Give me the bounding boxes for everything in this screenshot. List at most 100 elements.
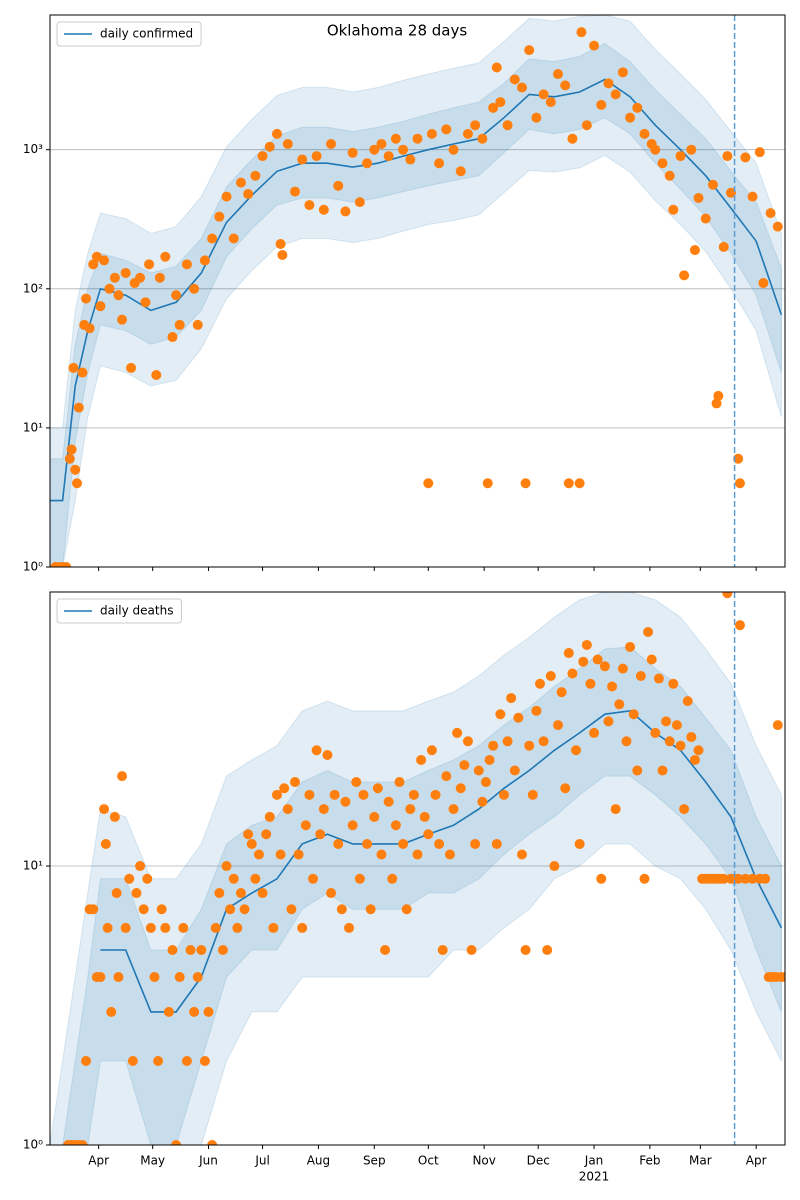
data-point [189,283,200,294]
data-point [535,678,545,689]
data-point [495,709,506,720]
data-point [290,186,300,197]
data-point [661,716,672,727]
data-point [693,745,704,756]
data-point [171,290,182,301]
data-point [603,716,614,727]
data-point [430,789,441,800]
data-point [151,370,162,381]
data-point [318,204,329,215]
data-point [111,888,122,899]
data-point [257,888,268,899]
data-point [232,922,243,933]
data-point [477,133,488,144]
data-point [459,760,470,771]
data-point [495,97,506,108]
data-point [571,745,582,756]
data-point [686,732,697,743]
data-point [333,838,344,849]
data-point [261,829,272,840]
data-point [689,754,700,765]
data-point [117,771,128,782]
data-point [498,789,509,800]
data-point [189,1006,200,1017]
data-point [567,668,578,679]
data-point [765,208,776,219]
data-point [401,904,412,915]
data-point [167,332,178,343]
data-point [64,453,75,464]
data-point [144,259,155,270]
data-point [120,922,131,933]
data-point [347,147,358,158]
data-point [221,861,232,872]
data-point [300,820,311,831]
data-point [740,873,751,884]
data-point [650,144,661,155]
data-point [271,128,282,139]
data-point [250,873,261,884]
x-tick-label: Sep [363,1154,386,1168]
data-point [592,654,603,665]
data-point [650,727,661,738]
data-point [106,1006,117,1017]
data-point [740,152,751,163]
data-point [239,904,250,915]
data-point [340,796,351,807]
data-point [711,398,722,409]
data-point [574,838,585,849]
data-point [225,904,236,915]
data-point [135,861,146,872]
data-point [376,138,387,149]
data-point [700,213,711,224]
data-point [632,765,643,776]
legend-label: daily deaths [100,604,173,618]
data-point [635,670,646,681]
data-point [610,804,621,815]
x-tick-label: Jul [254,1154,269,1168]
data-point [369,811,380,822]
data-point [488,740,499,751]
data-point [88,904,99,915]
data-point [718,241,729,252]
data-point [282,804,293,815]
data-point [311,151,322,162]
data-point [398,144,409,155]
data-point [448,144,459,155]
data-point [268,922,279,933]
data-point [142,873,153,884]
data-point [315,829,326,840]
data-point [473,765,484,776]
data-point [405,804,416,815]
data-point [145,922,156,933]
data-point [95,972,106,983]
data-point [100,838,111,849]
data-point [70,464,81,475]
data-point [531,705,542,716]
data-point [221,191,232,202]
data-point [484,754,495,765]
data-point [480,777,491,788]
data-point [131,888,142,899]
data-point [199,255,210,266]
data-point [358,789,369,800]
data-point [282,138,293,149]
data-point [77,1140,88,1145]
data-point [527,789,538,800]
data-point [408,789,419,800]
data-point [653,673,664,684]
data-point [455,783,466,794]
data-point [153,1056,164,1067]
data-point [758,278,769,289]
data-point [643,627,654,638]
data-point [167,945,178,956]
data-point [733,453,744,464]
data-point [178,922,189,933]
data-point [210,922,221,933]
data-point [297,922,308,933]
data-point [120,267,131,278]
data-point [657,158,668,169]
y-tick-label: 10² [23,281,43,295]
x-tick-label: Nov [472,1154,495,1168]
data-point [109,272,120,283]
